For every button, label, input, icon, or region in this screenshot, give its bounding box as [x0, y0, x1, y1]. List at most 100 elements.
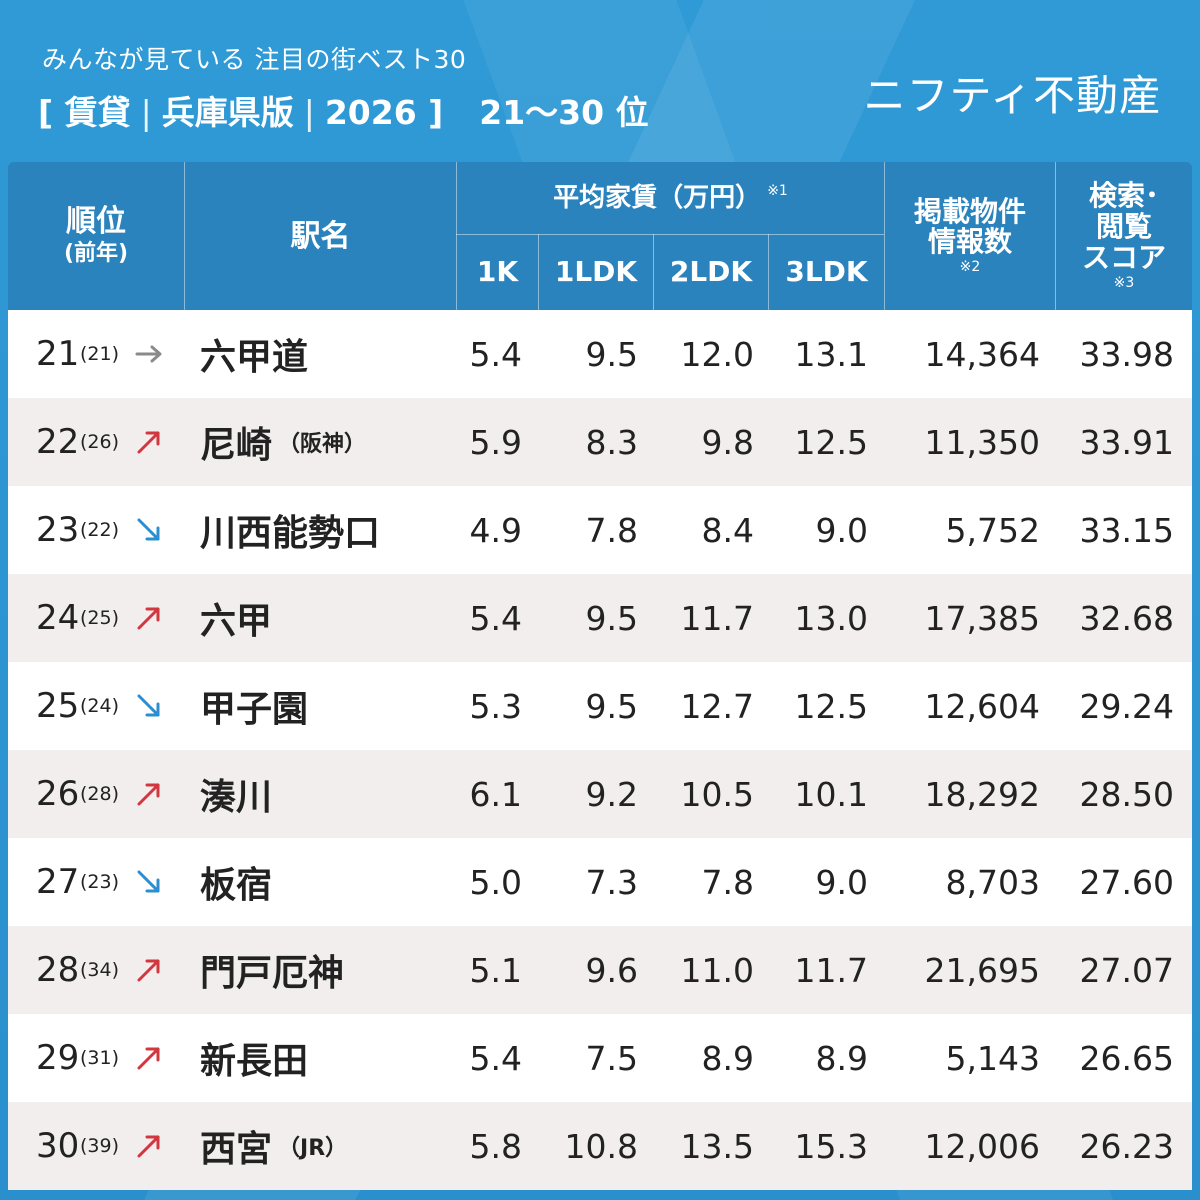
rent-3ldk: 15.3 [794, 1126, 868, 1166]
rent-3ldk: 12.5 [794, 422, 868, 462]
rent-1k: 5.0 [469, 862, 522, 902]
rent-3ldk: 10.1 [794, 774, 868, 814]
trend-up-arrow-icon [132, 574, 166, 662]
title-year: 2026 ] [324, 93, 444, 132]
station-name: 湊川 [200, 750, 272, 838]
table-row: 23 (22) 4.9 7.8 8.4 9.0 5,752 33.15 川西能勢口 [8, 486, 1192, 574]
trend-down-arrow-icon [132, 662, 166, 750]
rent-2ldk: 10.5 [680, 774, 754, 814]
header-listings-note: ※2 [959, 259, 981, 276]
search-score: 27.60 [1079, 862, 1174, 902]
trend-up-arrow-icon [132, 1014, 166, 1102]
divider [456, 234, 884, 235]
divider [184, 162, 185, 310]
search-score: 27.07 [1079, 950, 1174, 990]
rank-number: 22 [36, 422, 80, 462]
rank-number: 29 [36, 1038, 80, 1078]
trend-up-arrow-icon [132, 1102, 166, 1190]
table-row: 30 (39) 5.8 10.8 13.5 15.3 12,006 26.23 西宮 （JR） [8, 1102, 1192, 1190]
station-name-text: 尼崎 [200, 425, 273, 466]
table-row: 21 (21) 5.4 9.5 12.0 13.1 14,364 33.98 六甲道 [8, 310, 1192, 398]
previous-rank: (26) [80, 431, 120, 453]
listings-count: 12,604 [924, 686, 1040, 726]
rent-1ldk: 9.6 [585, 950, 638, 990]
rent-1ldk: 7.5 [585, 1038, 638, 1078]
header-listings: 掲載物件 情報数 ※2 [885, 162, 1055, 310]
header-station: 駅名 [290, 218, 351, 254]
previous-rank: (23) [80, 871, 120, 893]
rank-number: 27 [36, 862, 80, 902]
divider [653, 234, 654, 310]
rent-2ldk: 12.7 [680, 686, 754, 726]
table-row: 28 (34) 5.1 9.6 11.0 11.7 21,695 27.07 門戸厄神 [8, 926, 1192, 1014]
divider [538, 234, 539, 310]
table-row: 25 (24) 5.3 9.5 12.7 12.5 12,604 29.24 甲子園 [8, 662, 1192, 750]
rank-number: 21 [36, 334, 80, 374]
header: みんなが見ている 注目の街ベスト30 [ 賃貸 | 兵庫県版 | 2026 ] 21～30… [0, 0, 1200, 160]
station-name-text: 六甲 [200, 601, 273, 642]
divider [768, 234, 769, 310]
rent-2ldk: 13.5 [680, 1126, 754, 1166]
rent-1k: 4.9 [469, 510, 522, 550]
rent-1ldk: 9.2 [585, 774, 638, 814]
title-prefecture: 兵庫県版 [161, 93, 294, 132]
header-2ldk: 2LDK [669, 254, 753, 288]
rent-1k: 5.1 [469, 950, 522, 990]
rent-2ldk: 8.4 [701, 510, 754, 550]
rank-number: 23 [36, 510, 80, 550]
table-row: 27 (23) 5.0 7.3 7.8 9.0 8,703 27.60 板宿 [8, 838, 1192, 926]
listings-count: 11,350 [924, 422, 1040, 462]
title-rent: [ 賃貸 [38, 93, 131, 132]
search-score: 29.24 [1079, 686, 1174, 726]
header-3ldk: 3LDK [785, 254, 868, 288]
rent-1k: 5.4 [469, 334, 522, 374]
search-score: 33.91 [1079, 422, 1174, 462]
listings-count: 18,292 [924, 774, 1040, 814]
header-listings-label-2: 情報数 [927, 225, 1012, 259]
header-score: 検索･ 閲覧 スコア ※3 [1056, 162, 1192, 310]
rent-3ldk: 11.7 [794, 950, 868, 990]
search-score: 26.65 [1079, 1038, 1174, 1078]
listings-count: 5,752 [945, 510, 1040, 550]
ranking-table: 順位 (前年) 駅名 平均家賃（万円） ※1 1K 1LDK 2LDK 3LDK… [8, 162, 1192, 1192]
trend-down-arrow-icon [132, 486, 166, 574]
listings-count: 8,703 [945, 862, 1040, 902]
rent-1ldk: 9.5 [585, 686, 638, 726]
header-rank: 順位 (前年) [8, 162, 184, 310]
trend-same-arrow-icon [132, 310, 166, 398]
station-name: 六甲 [200, 574, 272, 662]
rent-1ldk: 8.3 [585, 422, 638, 462]
station-name: 西宮 （JR） [200, 1102, 347, 1190]
rent-1k: 5.3 [469, 686, 522, 726]
previous-rank: (21) [80, 343, 120, 365]
table-row: 29 (31) 5.4 7.5 8.9 8.9 5,143 26.65 新長田 [8, 1014, 1192, 1102]
station-name: 尼崎 （阪神） [200, 398, 366, 486]
header-avg-rent-note: ※1 [767, 182, 788, 199]
rent-1ldk: 10.8 [564, 1126, 638, 1166]
rent-3ldk: 9.0 [815, 862, 868, 902]
previous-rank: (24) [80, 695, 120, 717]
table-header: 順位 (前年) 駅名 平均家賃（万円） ※1 1K 1LDK 2LDK 3LDK… [8, 162, 1192, 310]
header-listings-label: 掲載物件 [913, 194, 1026, 228]
divider [1055, 162, 1056, 310]
table-row: 22 (26) 5.9 8.3 9.8 12.5 11,350 33.91 尼崎 （阪神） [8, 398, 1192, 486]
rent-3ldk: 13.0 [794, 598, 868, 638]
header-rank-prev-label: (前年) [63, 241, 129, 267]
station-name-text: 新長田 [200, 1041, 309, 1082]
previous-rank: (22) [80, 519, 120, 541]
rank-number: 24 [36, 598, 80, 638]
header-1k: 1K [476, 254, 519, 288]
subtitle: みんなが見ている 注目の街ベスト30 [42, 45, 467, 74]
rank-number: 26 [36, 774, 80, 814]
search-score: 26.23 [1079, 1126, 1174, 1166]
rent-1ldk: 7.3 [585, 862, 638, 902]
previous-rank: (39) [80, 1135, 120, 1157]
header-avg-rent-label: 平均家賃（万円） [553, 182, 762, 213]
rent-3ldk: 13.1 [794, 334, 868, 374]
station-name: 板宿 [200, 838, 272, 926]
rent-1k: 5.9 [469, 422, 522, 462]
previous-rank: (31) [80, 1047, 120, 1069]
rent-1ldk: 7.8 [585, 510, 638, 550]
header-avg-rent: 平均家賃（万円） ※1 [457, 162, 884, 234]
rent-2ldk: 8.9 [701, 1038, 754, 1078]
